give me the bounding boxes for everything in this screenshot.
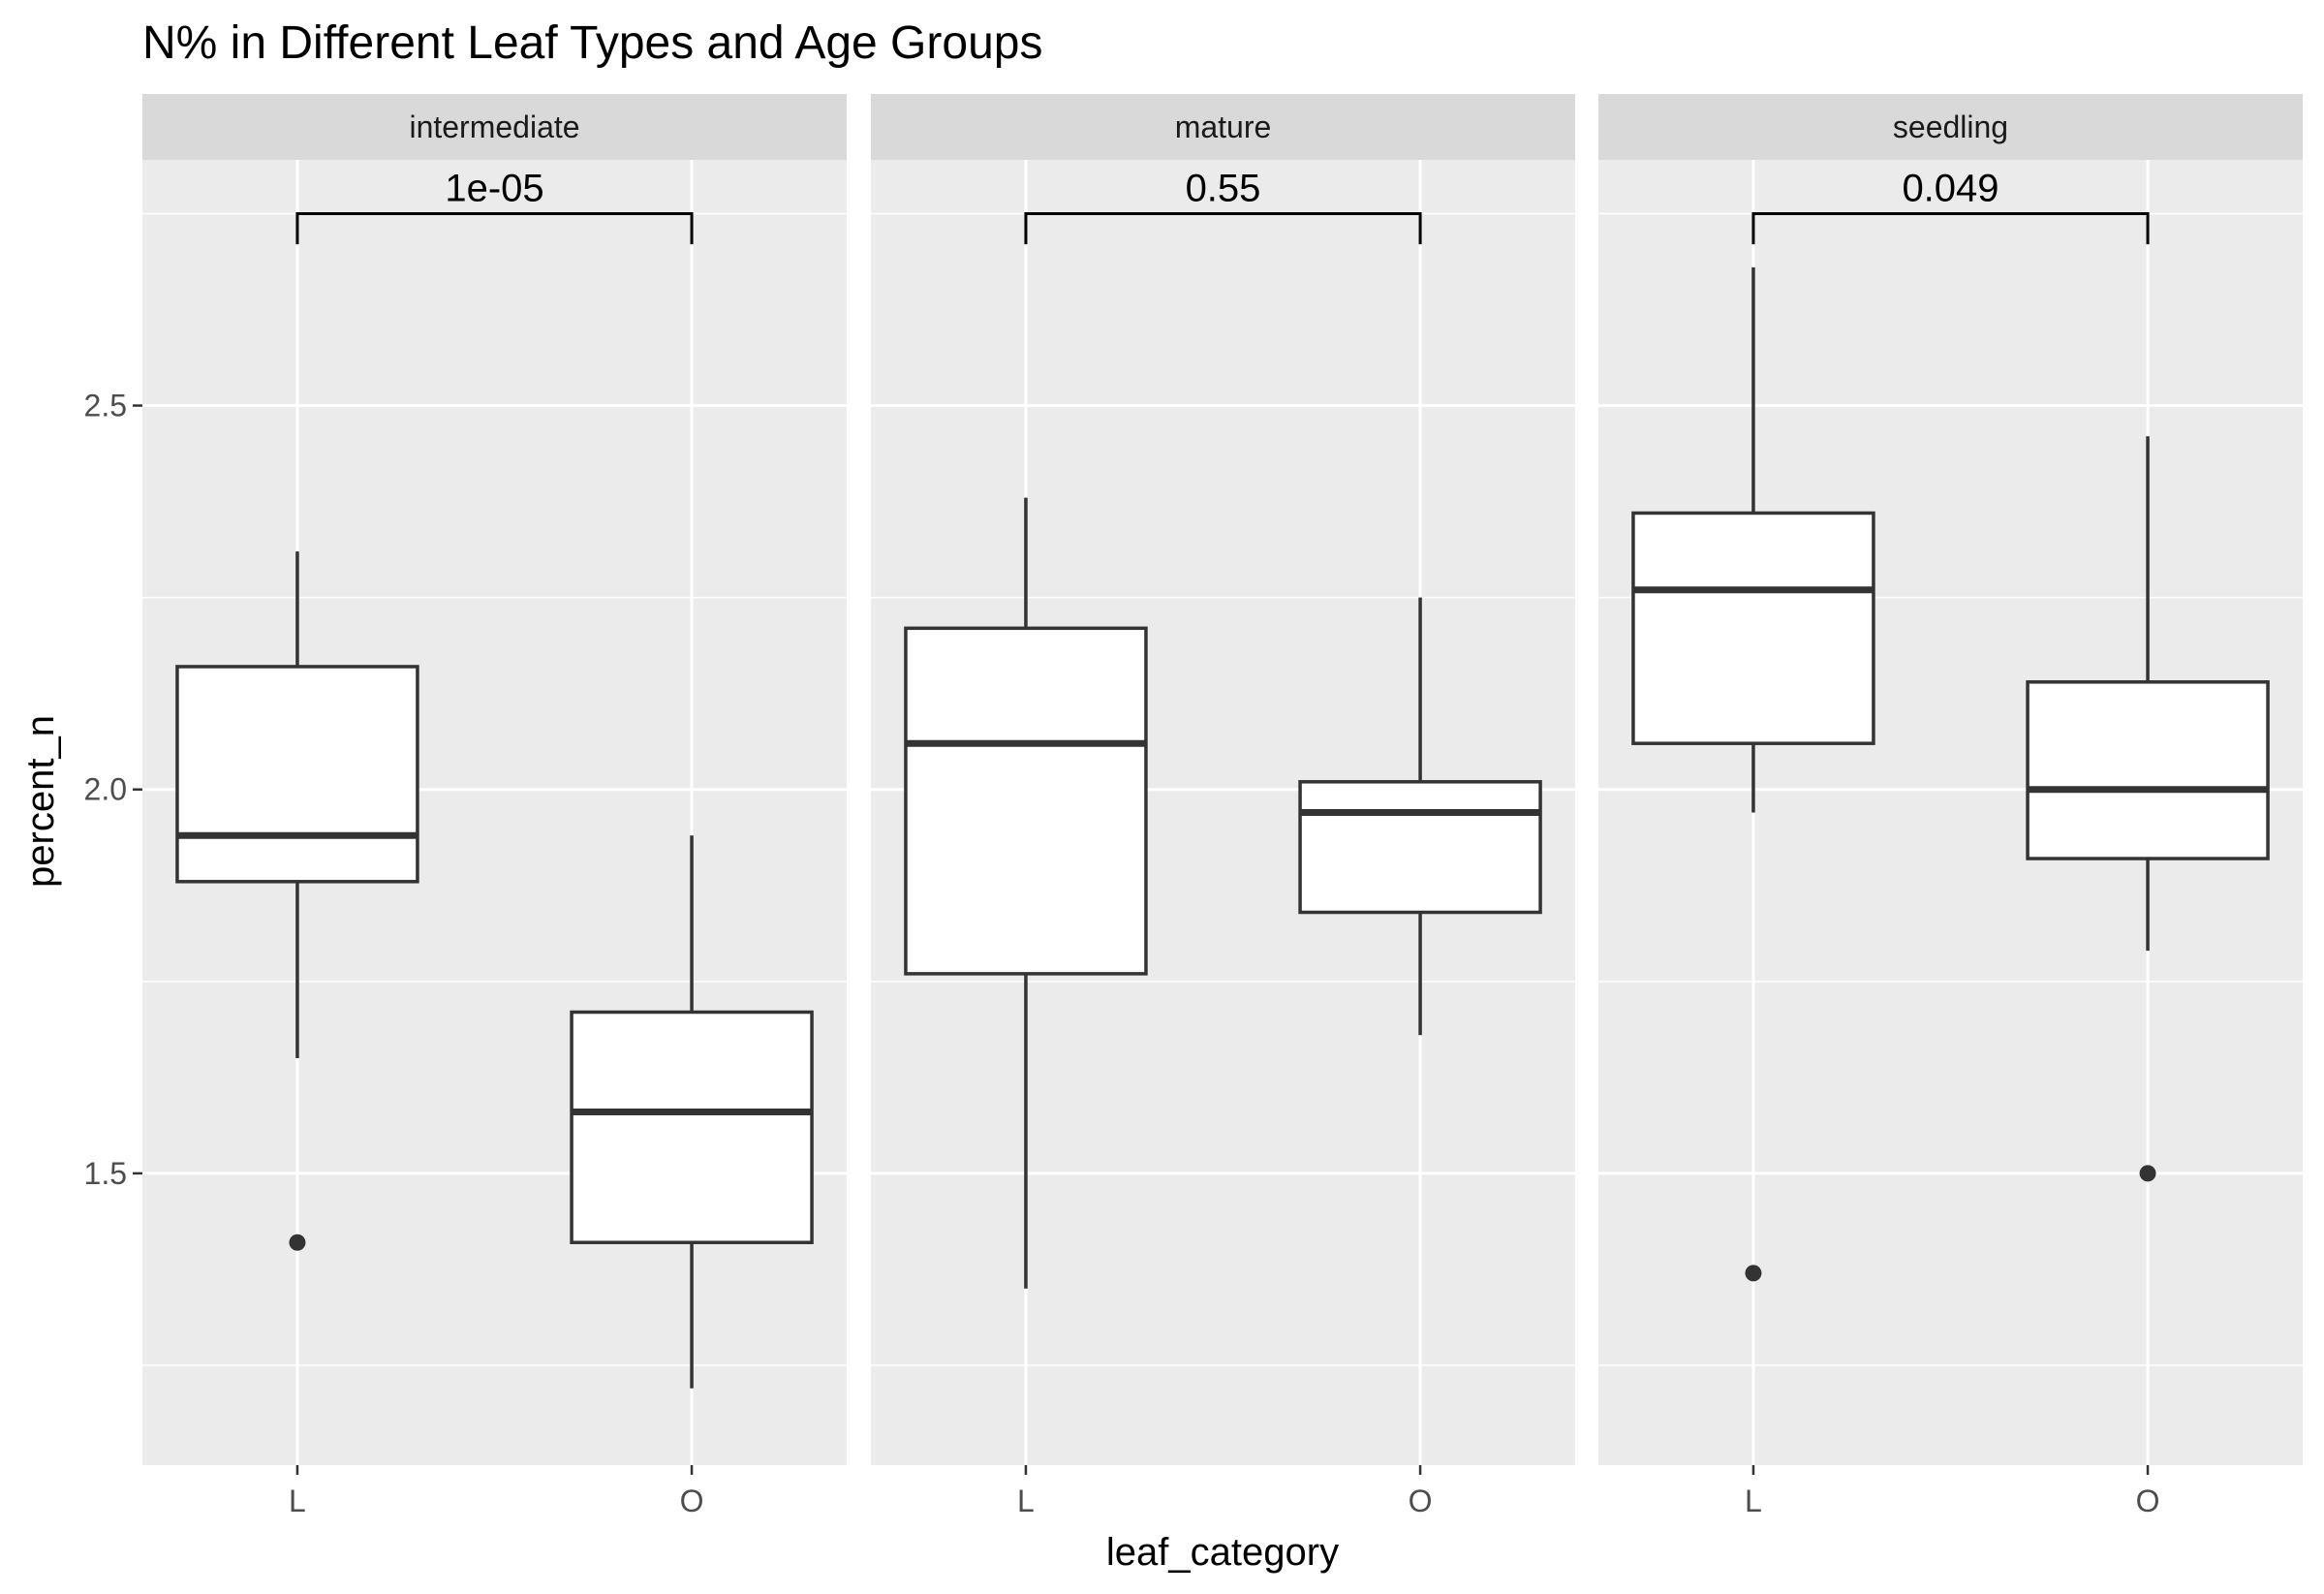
x-axis-title: leaf_category xyxy=(1106,1531,1339,1574)
facet-seedling-significance-bracket xyxy=(1751,211,2150,245)
facet-seedling-x-tick-label: O xyxy=(2136,1484,2160,1518)
facet-mature-strip xyxy=(871,94,1575,160)
facet-intermediate-strip xyxy=(142,94,847,160)
facet-intermediate-p-value: 1e-05 xyxy=(445,167,543,209)
facet-mature-box-O-body xyxy=(1298,780,1542,915)
facet-seedling-box-O-outlier xyxy=(2139,1165,2156,1182)
facet-seedling-strip xyxy=(1598,94,2303,160)
facet-mature-x-tick-label: O xyxy=(1409,1484,1433,1518)
y-axis-title: percent_n xyxy=(19,715,62,888)
facet-intermediate-x-tick-label: O xyxy=(680,1484,704,1518)
facet-seedling-x-tick-label: L xyxy=(1745,1484,1762,1518)
facet-seedling-strip-label: seedling xyxy=(1893,109,2008,144)
facet-seedling-box-O-body xyxy=(2026,680,2270,860)
facet-seedling-box-L-body xyxy=(1631,511,1875,745)
y-tick-label: 2.5 xyxy=(84,389,127,423)
facet-seedling-p-value: 0.049 xyxy=(1902,167,1999,209)
facet-intermediate-x-tick-label: L xyxy=(289,1484,306,1518)
facet-mature-significance-bracket xyxy=(1024,211,1422,245)
facet-intermediate-box-O-body xyxy=(570,1010,814,1244)
facet-seedling-box-L-outlier xyxy=(1745,1265,1762,1282)
facet-mature-strip-label: mature xyxy=(1175,109,1272,144)
facet-mature-p-value: 0.55 xyxy=(1186,167,1261,209)
facet-intermediate-box-L-body xyxy=(175,665,419,884)
facet-intermediate-strip-label: intermediate xyxy=(409,109,579,144)
facet-intermediate-significance-bracket xyxy=(295,211,694,245)
facet-mature-box-L-body xyxy=(904,626,1148,976)
y-tick-label: 1.5 xyxy=(84,1156,127,1191)
chart-title: N% in Different Leaf Types and Age Group… xyxy=(142,17,1042,69)
y-tick-label: 2.0 xyxy=(84,772,127,807)
facet-intermediate-box-L-outlier xyxy=(289,1234,306,1251)
facet-mature-x-tick-label: L xyxy=(1017,1484,1035,1518)
